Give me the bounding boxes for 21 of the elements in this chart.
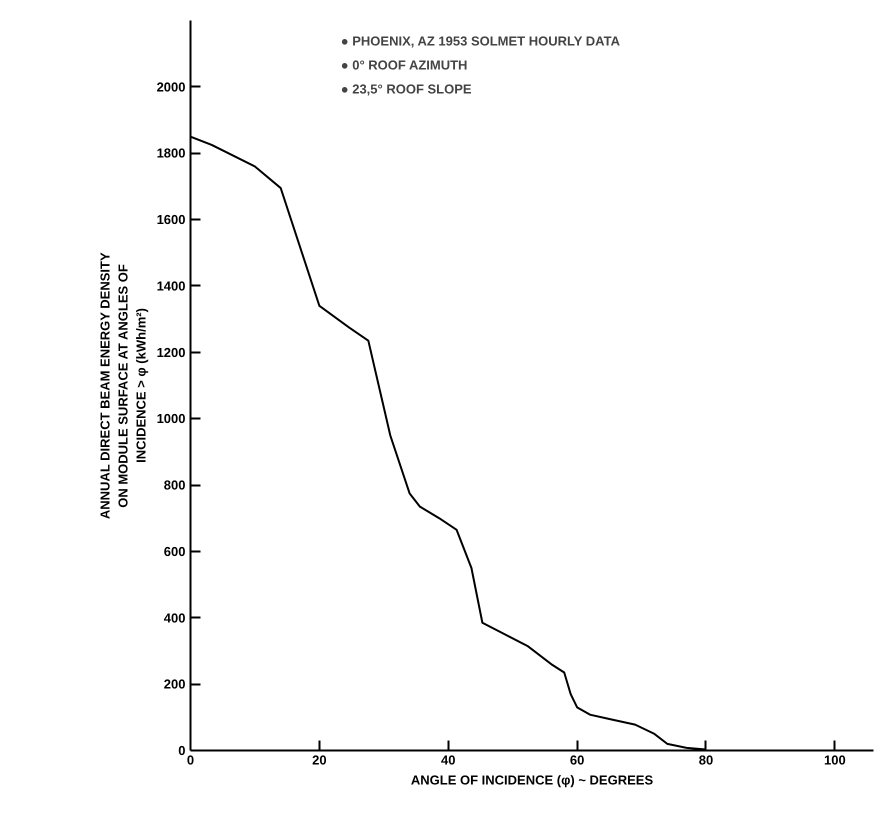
y-tick-label: 1000: [156, 411, 186, 426]
y-tick-label: 1400: [156, 278, 186, 294]
y-tick-label: 200: [164, 676, 186, 692]
x-tick-label: 100: [824, 752, 846, 768]
x-tick-label: 60: [570, 752, 584, 768]
y-tick-label: 1600: [156, 212, 186, 228]
x-tick-label: 80: [698, 752, 714, 768]
annotation: ● 0° ROOF AZIMUTH: [340, 58, 468, 72]
y-axis-title: ANNUAL DIRECT BEAM ENERGY DENSITY ON MODULE SURFACE AT ANGLES OF INCIDENCE > φ (kWh/m²): [98, 252, 149, 520]
y-tick-label: 600: [164, 544, 186, 559]
y-tick-label: 400: [164, 610, 186, 626]
y-tick-label: 1200: [156, 344, 186, 360]
annotation: ● 23,5° ROOF SLOPE: [340, 82, 472, 96]
y-tick-label: 0: [178, 743, 186, 758]
x-axis-title: ANGLE OF INCIDENCE (φ) ~ DEGREES: [410, 772, 654, 788]
annotation: ● PHOENIX, AZ 1953 SOLMET HOURLY DATA: [340, 34, 621, 48]
y-tick-label: 2000: [156, 79, 186, 94]
x-tick-label: 20: [312, 752, 327, 768]
x-tick-label: 40: [441, 752, 456, 768]
y-tick-label: 800: [164, 478, 186, 493]
y-tick-label: 1800: [156, 146, 186, 161]
